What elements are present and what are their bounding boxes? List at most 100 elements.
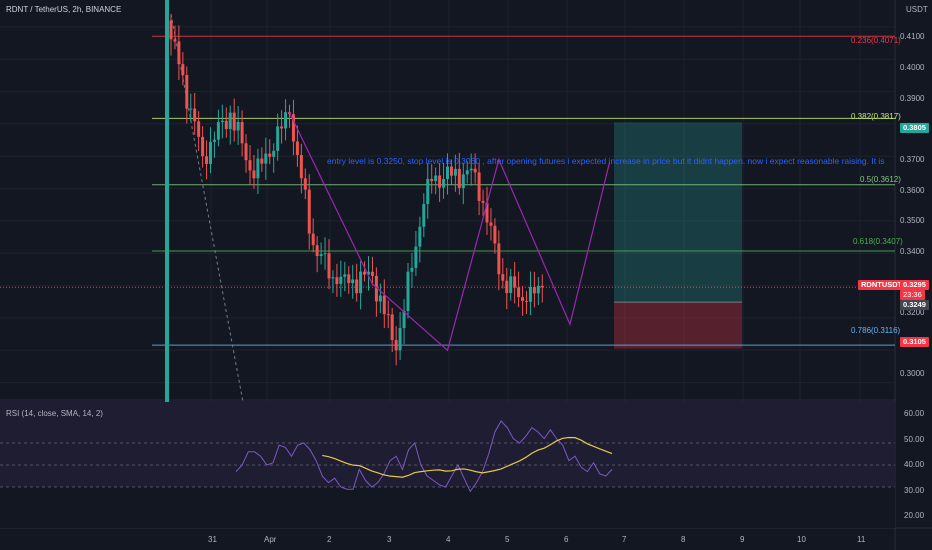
candle-body	[228, 112, 232, 130]
candle-body	[374, 275, 378, 302]
candle-body	[394, 339, 398, 351]
candle-body	[422, 204, 426, 227]
fib-label-0786: 0.786(0.3116)	[851, 326, 901, 335]
candle-body	[355, 279, 359, 294]
candle-body	[303, 178, 307, 190]
candle-body	[240, 121, 244, 144]
time-tick: 31	[208, 535, 217, 544]
candle-body	[505, 280, 509, 294]
candle-body	[339, 276, 343, 284]
rsi-tick: 30.00	[904, 486, 925, 495]
candle-body	[442, 179, 446, 188]
trade-note-text[interactable]: entry level is 0.3250, stop level is 0.3…	[327, 156, 887, 166]
candle-body	[212, 139, 216, 142]
price-tick: 0.4000	[900, 63, 925, 72]
candle-body	[501, 274, 505, 281]
price-tick: 0.3400	[900, 247, 925, 256]
candle-body	[481, 200, 485, 203]
candle-body	[311, 233, 315, 246]
entry-price-badge: 0.3249	[900, 300, 929, 310]
profit-zone	[614, 122, 742, 303]
rsi-ma-line	[322, 436, 613, 478]
candle-body	[457, 168, 461, 189]
symbol-badge: RDNTUSDT	[858, 280, 906, 290]
candle-body	[295, 141, 299, 155]
candle-body	[268, 153, 272, 157]
rsi-indicator-label[interactable]: RSI (14, close, SMA, 14, 2)	[6, 409, 103, 418]
candle-body	[248, 160, 252, 171]
candle-body	[453, 168, 457, 176]
time-tick: 7	[622, 535, 627, 544]
price-tick: 0.3500	[900, 216, 925, 225]
candle-body	[181, 64, 185, 76]
time-tick: 11	[857, 535, 866, 544]
candle-body	[540, 285, 544, 288]
candle-body	[351, 279, 355, 284]
candle-body	[185, 75, 189, 109]
candle-body	[343, 274, 347, 277]
candle-body	[224, 120, 228, 130]
candle-body	[331, 277, 335, 279]
candle-body	[323, 253, 327, 255]
candle-body	[398, 328, 402, 351]
candle-body	[280, 126, 284, 129]
candle-body	[272, 150, 276, 157]
candle-body	[299, 154, 303, 179]
time-tick: 6	[564, 535, 569, 544]
candle-body	[489, 222, 493, 226]
rsi-tick: 20.00	[904, 511, 925, 520]
loss-zone	[614, 302, 742, 349]
rsi-tick: 60.00	[904, 409, 925, 418]
candle-body	[307, 189, 311, 234]
symbol-title[interactable]: RDNT / TetherUS, 2h, BINANCE	[6, 5, 122, 14]
candle-body	[449, 166, 453, 176]
time-tick: 3	[387, 535, 392, 544]
candle-body	[414, 246, 418, 268]
candle-body	[244, 143, 248, 161]
candle-body	[532, 286, 536, 294]
price-tick: 0.4100	[900, 32, 925, 41]
rsi-tick: 50.00	[904, 435, 925, 444]
pattern-line	[288, 112, 611, 352]
candle-body	[390, 314, 394, 340]
candle-body	[465, 170, 469, 175]
candle-body	[284, 112, 288, 129]
time-tick: 9	[740, 535, 745, 544]
candle-body	[205, 156, 209, 164]
candle-body	[276, 126, 280, 151]
candle-body	[335, 277, 339, 284]
candle-body	[477, 172, 481, 201]
time-tick: Apr	[264, 535, 277, 544]
candle-body	[509, 276, 513, 294]
candle-body	[406, 271, 410, 311]
rsi-line	[235, 420, 613, 493]
candle-body	[497, 243, 501, 275]
time-tick: 5	[505, 535, 510, 544]
time-tick: 4	[446, 535, 451, 544]
candle-body	[418, 226, 422, 247]
candle-body	[319, 254, 323, 257]
candle-body	[382, 295, 386, 315]
last-price-badge: 0.3295	[900, 280, 929, 290]
candle-body	[216, 122, 220, 140]
candle-body	[193, 108, 197, 122]
fib-label-05: 0.5(0.3612)	[860, 175, 901, 184]
price-tick: 0.3600	[900, 186, 925, 195]
rsi-tick: 40.00	[904, 460, 925, 469]
time-tick: 2	[327, 535, 332, 544]
candle-body	[513, 276, 517, 288]
candle-countdown: 23:36	[900, 290, 925, 300]
candle-body	[493, 225, 497, 244]
price-tick: 0.3900	[900, 94, 925, 103]
candle-body	[177, 41, 181, 65]
candle-body	[260, 158, 264, 164]
spike-bar	[165, 0, 169, 402]
stop-price-badge: 0.3105	[900, 337, 929, 347]
candle-body	[220, 120, 224, 123]
candle-body	[528, 286, 532, 302]
candle-body	[232, 112, 236, 131]
fib-label-0236: 0.236(0.4071)	[851, 36, 901, 45]
currency-label: USDT	[906, 5, 928, 14]
candle-body	[201, 136, 205, 157]
